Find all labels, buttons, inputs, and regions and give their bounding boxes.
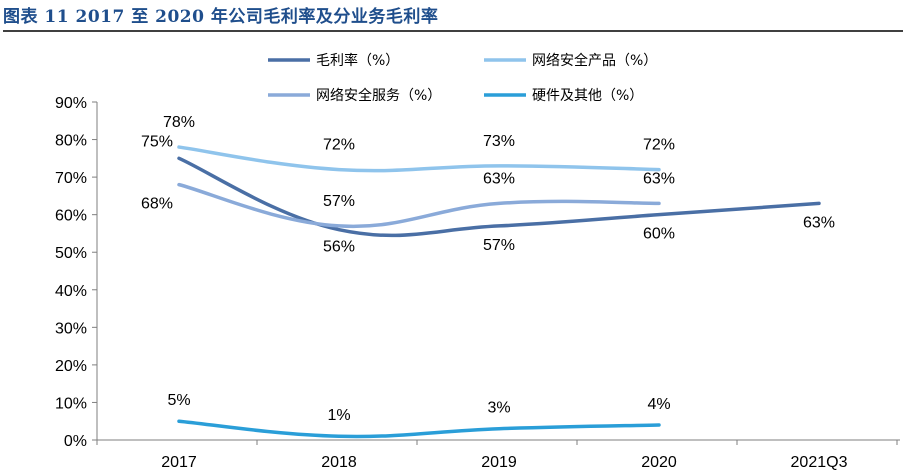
data-label-gross-margin: 56% xyxy=(323,239,355,256)
data-label-security-products: 72% xyxy=(323,137,355,154)
figure-title: 图表 11 2017 至 2020 年公司毛利率及分业务毛利率 xyxy=(3,7,439,27)
data-label-hardware-other: 4% xyxy=(647,396,670,413)
y-tick-label: 0% xyxy=(64,433,87,450)
data-label-hardware-other: 5% xyxy=(167,392,190,409)
legend-label-gross-margin: 毛利率（%） xyxy=(316,52,399,69)
y-tick-label: 40% xyxy=(55,283,87,300)
y-tick-label: 80% xyxy=(55,133,87,150)
data-label-security-products: 73% xyxy=(483,133,515,150)
x-tick-label: 2019 xyxy=(481,454,517,470)
data-label-security-services: 57% xyxy=(323,193,355,210)
y-tick-label: 50% xyxy=(55,245,87,262)
data-label-gross-margin: 60% xyxy=(643,226,675,243)
data-label-security-services: 63% xyxy=(483,170,515,187)
chart-legend: 毛利率（%） 网络安全产品（%） 网络安全服务（%） 硬件及其他（%） xyxy=(268,52,657,104)
x-tick-label: 2020 xyxy=(641,454,677,470)
y-tick-label: 10% xyxy=(55,395,87,412)
y-tick-label: 30% xyxy=(55,320,87,337)
chart-series-lines xyxy=(177,145,821,439)
chart-axes: 0% 10% 20% 30% 40% 50% 60% 70% 80% 90% 2017 2018 201… xyxy=(55,95,900,470)
chart-data-labels: 75% 56% 57% 60% 63% 78% 72% 73% 72% 68% 57% 63% 63% 5… xyxy=(141,114,835,424)
legend-label-security-products: 网络安全产品（%） xyxy=(532,52,657,69)
data-label-gross-margin: 63% xyxy=(803,214,835,231)
title-divider xyxy=(3,30,903,32)
y-tick-label: 70% xyxy=(55,170,87,187)
data-label-security-services: 68% xyxy=(141,196,173,213)
y-tick-label: 20% xyxy=(55,358,87,375)
data-label-gross-margin: 57% xyxy=(483,237,515,254)
x-tick-label: 2021Q3 xyxy=(791,454,848,470)
data-label-gross-margin: 75% xyxy=(141,133,173,150)
y-tick-label: 60% xyxy=(55,208,87,225)
legend-label-security-services: 网络安全服务（%） xyxy=(316,87,441,104)
series-line-gross-margin xyxy=(177,156,821,238)
y-tick-label: 90% xyxy=(55,95,87,112)
data-label-hardware-other: 1% xyxy=(327,407,350,424)
series-line-security-products xyxy=(177,145,661,173)
data-label-security-services: 63% xyxy=(643,170,675,187)
series-line-hardware-other xyxy=(177,419,661,439)
x-tick-label: 2018 xyxy=(321,454,357,470)
x-tick-label: 2017 xyxy=(161,454,197,470)
legend-label-hardware-other: 硬件及其他（%） xyxy=(532,88,643,104)
data-label-security-products: 78% xyxy=(163,114,195,131)
series-line-security-services xyxy=(177,182,661,229)
data-label-hardware-other: 3% xyxy=(487,400,510,417)
data-label-security-products: 72% xyxy=(643,137,675,154)
